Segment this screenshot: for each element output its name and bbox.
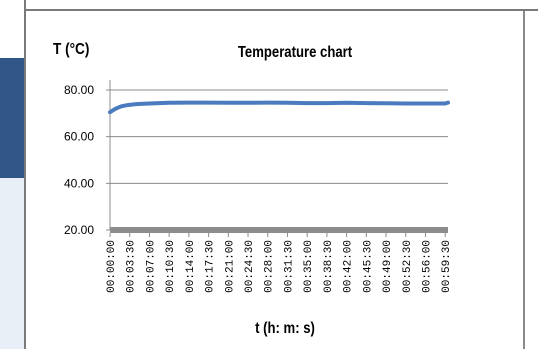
x-tick-label: 00:00:00 — [106, 240, 118, 293]
sidebar-lower-area — [0, 178, 24, 349]
x-tick-label: 00:42:00 — [343, 240, 355, 293]
top-divider — [26, 9, 538, 11]
x-tick-label: 00:14:00 — [185, 240, 197, 293]
temperature-series-line — [108, 100, 450, 115]
x-tick-label: 00:35:00 — [303, 240, 315, 293]
x-tick-label: 00:49:00 — [382, 240, 394, 293]
y-tick-label: 20.00 — [64, 223, 94, 237]
x-tick-label: 00:21:00 — [224, 240, 236, 293]
y-tick-label: 40.00 — [64, 176, 94, 190]
x-tick-label: 00:59:30 — [441, 240, 453, 293]
x-tick-label: 00:07:00 — [145, 240, 157, 293]
x-tick-label: 00:56:00 — [421, 240, 433, 293]
x-tick-label: 00:24:30 — [244, 240, 256, 293]
x-axis-label: t (h: m: s) — [255, 320, 315, 337]
left-divider — [24, 0, 26, 349]
x-tick-label: 00:45:30 — [362, 240, 374, 293]
y-axis-label: T (°C) — [53, 41, 90, 58]
sidebar-selected-item[interactable] — [0, 58, 24, 178]
right-divider — [523, 11, 525, 349]
x-tick-label: 00:10:30 — [165, 240, 177, 293]
right-margin — [525, 11, 538, 349]
x-tick-label: 00:38:30 — [323, 240, 335, 293]
x-axis-bar — [110, 227, 448, 233]
x-tick-label: 00:03:30 — [126, 240, 138, 293]
y-tick-label: 60.00 — [64, 130, 94, 144]
x-tick-label: 00:17:30 — [205, 240, 217, 293]
y-tick-label: 80.00 — [64, 83, 94, 97]
chart-title: Temperature chart — [237, 44, 353, 61]
x-tick-label: 00:52:30 — [402, 240, 414, 293]
x-tick-label: 00:28:00 — [264, 240, 276, 293]
x-tick-label: 00:31:30 — [283, 240, 295, 293]
